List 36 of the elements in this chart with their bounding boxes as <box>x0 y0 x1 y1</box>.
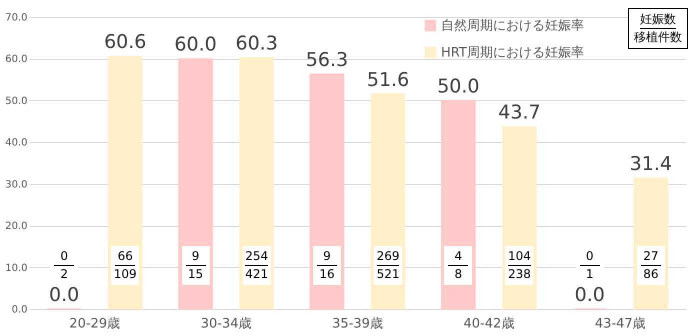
x-tick-label: 30-34歳 <box>200 316 252 332</box>
x-tick-label: 40-42歳 <box>464 316 514 332</box>
data-label: 0.0 <box>49 284 80 306</box>
fraction-label: 27 86 <box>636 246 665 285</box>
fraction-label: 254 421 <box>242 246 271 285</box>
data-label: 50.0 <box>437 75 480 98</box>
data-label: 31.4 <box>630 153 672 176</box>
data-label: 60.6 <box>104 31 146 54</box>
annotation: 移植件数 <box>634 30 682 45</box>
fraction-key: 妊娠数 移植件数 <box>628 8 688 49</box>
legend-label: 自然周期における妊娠率 <box>441 18 584 34</box>
annotation: 妊娠数 <box>640 12 676 29</box>
fraction-label: 66 109 <box>111 246 140 285</box>
y-tick-label: 30.0 <box>5 179 28 190</box>
fraction-label: 9 16 <box>312 246 341 285</box>
x-tick-label: 20-29歳 <box>69 316 120 332</box>
fraction-label: 9 15 <box>182 246 210 285</box>
x-tick-label: 43-47歳 <box>594 316 646 332</box>
data-label: 43.7 <box>498 102 541 124</box>
y-tick-label: 20.0 <box>5 221 28 232</box>
data-label: 60.3 <box>235 32 278 54</box>
y-tick-label: 40.0 <box>5 138 28 149</box>
fraction-label: 104 238 <box>505 246 534 285</box>
data-label: 56.3 <box>306 49 348 72</box>
data-label: 0.0 <box>574 284 605 306</box>
y-tick-label: 50.0 <box>5 96 28 107</box>
legend-label: HRT周期における妊娠率 <box>441 44 584 60</box>
y-tick-label: 10.0 <box>5 262 28 274</box>
y-tick-label: 0.0 <box>12 304 28 316</box>
y-tick-label: 70.0 <box>5 12 28 24</box>
data-label: 60.0 <box>174 34 217 56</box>
y-tick-label: 60.0 <box>5 54 28 66</box>
x-tick-label: 35-39歳 <box>332 316 383 332</box>
fraction-label: 4 8 <box>444 246 472 285</box>
fraction-label: 269 521 <box>374 246 402 285</box>
data-label: 51.6 <box>366 68 410 91</box>
